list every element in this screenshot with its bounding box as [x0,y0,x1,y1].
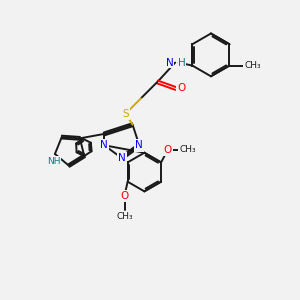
Text: O: O [164,145,172,155]
Text: O: O [121,191,129,201]
Text: NH: NH [47,157,60,166]
Text: H: H [178,58,186,68]
Text: N: N [100,140,108,150]
Text: N: N [135,140,143,150]
Text: CH₃: CH₃ [244,61,261,70]
Text: CH₃: CH₃ [179,146,196,154]
Text: N: N [166,58,174,68]
Text: N: N [118,153,126,163]
Text: S: S [122,109,129,119]
Text: O: O [177,83,185,94]
Text: CH₃: CH₃ [116,212,133,221]
